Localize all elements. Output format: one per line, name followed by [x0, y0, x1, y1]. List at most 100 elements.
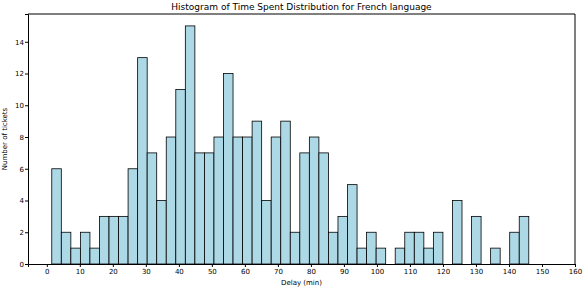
tick: 40 — [175, 264, 184, 276]
histogram-bar — [166, 137, 176, 264]
tick: 100 — [371, 264, 384, 276]
x-axis: 0 10 20 30 40 50 60 70 80 90 100 110 120 130 140 150 160 — [29, 264, 583, 276]
histogram-bar — [348, 185, 358, 264]
tick-label: 2 — [20, 229, 24, 237]
tick-label: 20 — [109, 268, 118, 276]
title: Histogram of Time Spent Distribution for… — [171, 2, 432, 12]
histogram-bar — [510, 232, 520, 264]
histogram-bar — [61, 232, 71, 264]
tick-label: 4 — [20, 197, 25, 205]
histogram-bar — [376, 248, 386, 264]
tick: 140 — [503, 264, 516, 276]
histogram-bar — [281, 121, 291, 264]
tick-mark — [25, 232, 28, 233]
tick: 0 — [20, 261, 28, 269]
tick-mark — [25, 42, 28, 43]
tick-label: 120 — [437, 268, 450, 276]
tick-label: 30 — [142, 268, 151, 276]
tick-mark — [476, 264, 477, 267]
tick: 90 — [340, 264, 349, 276]
histogram-bar — [204, 153, 214, 264]
tick-label: 10 — [15, 102, 24, 110]
histogram-bar — [233, 137, 243, 264]
tick-label: 12 — [15, 70, 24, 78]
tick: 160 — [569, 264, 582, 276]
y-axis: 02468101214 — [15, 15, 28, 269]
tick-mark — [377, 264, 378, 267]
histogram-bar — [433, 232, 443, 264]
tick-mark — [113, 264, 114, 267]
tick: 110 — [404, 264, 417, 276]
histogram-bar — [214, 137, 224, 264]
y-axis-title: Number of tickets — [1, 107, 9, 170]
histogram-bar — [252, 121, 262, 264]
histogram-bar — [71, 248, 81, 264]
tick-label: 70 — [274, 268, 283, 276]
tick-mark — [146, 264, 147, 267]
tick-mark — [245, 264, 246, 267]
tick: 70 — [274, 264, 283, 276]
tick-label: 140 — [503, 268, 516, 276]
histogram-bar — [500, 264, 510, 265]
tick-mark — [443, 264, 444, 267]
axis-line — [25, 15, 29, 265]
histogram-bar — [395, 248, 405, 264]
frame — [575, 14, 576, 264]
tick: 12 — [15, 70, 28, 78]
tick-label: 60 — [241, 268, 250, 276]
tick: 80 — [307, 264, 316, 276]
tick-mark — [278, 264, 279, 267]
tick-label: 90 — [340, 268, 349, 276]
tick-label: 6 — [20, 166, 25, 174]
histogram-bar — [462, 264, 472, 265]
histogram-bar — [414, 232, 424, 264]
tick-label: 130 — [470, 268, 483, 276]
tick-label: 10 — [76, 268, 85, 276]
histogram-bar — [452, 201, 462, 264]
tick: 20 — [109, 264, 118, 276]
tick: 130 — [470, 264, 483, 276]
tick-label: 150 — [536, 268, 549, 276]
tick-mark — [80, 264, 81, 267]
plot-area: 0102030405060708090100110120130140150160… — [15, 14, 582, 276]
histogram-bar — [405, 232, 415, 264]
bars — [52, 26, 529, 264]
tick-mark — [509, 264, 510, 267]
tick-mark — [25, 74, 28, 75]
histogram-bar — [357, 248, 367, 264]
tick-mark — [25, 105, 28, 106]
tick-label: 14 — [15, 39, 24, 47]
histogram-bar — [262, 201, 272, 264]
histogram-bar — [80, 232, 90, 264]
histogram-bar — [367, 232, 377, 264]
tick-mark — [25, 137, 28, 138]
tick: 30 — [142, 264, 151, 276]
histogram-bar — [491, 248, 501, 264]
histogram-bar — [157, 201, 167, 264]
tick-mark — [47, 264, 48, 267]
tick-label: 0 — [20, 261, 24, 269]
tick-mark — [575, 264, 576, 267]
tick-mark — [212, 264, 213, 267]
tick: 2 — [20, 229, 28, 237]
tick: 60 — [241, 264, 250, 276]
tick: 0 — [45, 264, 49, 276]
tick: 120 — [437, 264, 450, 276]
frame — [28, 14, 575, 15]
histogram-bar — [271, 137, 281, 264]
x-axis-title: Delay (min) — [281, 279, 322, 287]
tick-mark — [25, 201, 28, 202]
tick-label: 50 — [208, 268, 217, 276]
tick: 4 — [20, 197, 28, 205]
histogram-bar — [443, 264, 453, 265]
tick-mark — [542, 264, 543, 267]
histogram-bar — [481, 264, 491, 265]
tick-label: 0 — [45, 268, 49, 276]
tick-mark — [311, 264, 312, 267]
histogram-bar — [319, 153, 329, 264]
tick-label: 80 — [307, 268, 316, 276]
histogram-bar — [138, 58, 148, 264]
histogram-bar — [338, 216, 348, 264]
axis-line — [29, 265, 576, 268]
histogram-bar — [176, 89, 186, 264]
